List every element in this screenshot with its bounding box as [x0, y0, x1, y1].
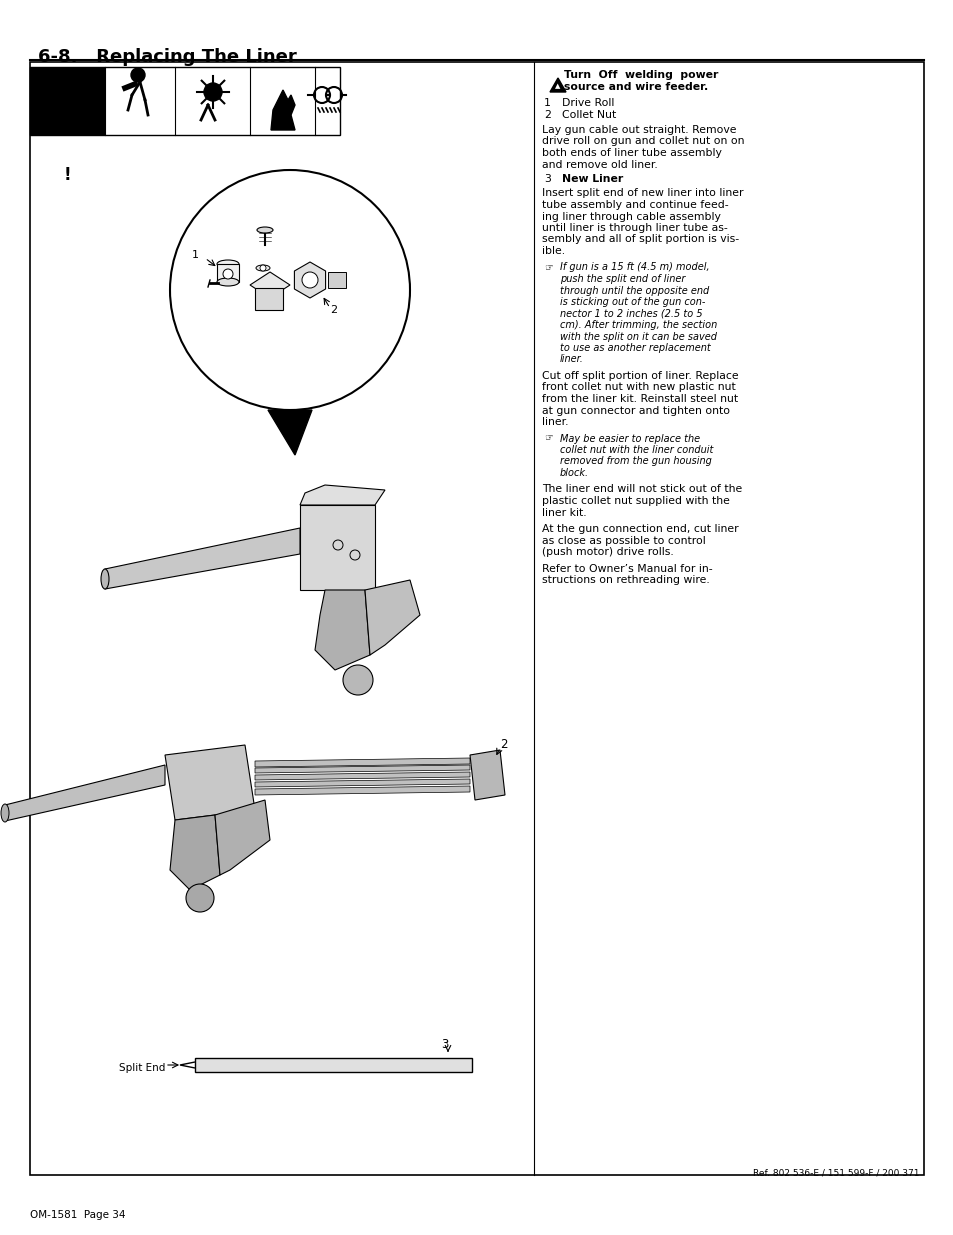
Text: !: ! [63, 165, 71, 184]
Ellipse shape [216, 261, 239, 268]
Text: ible.: ible. [541, 246, 564, 256]
Polygon shape [250, 272, 290, 298]
Ellipse shape [255, 266, 270, 270]
Text: OM-1581  Page 34: OM-1581 Page 34 [30, 1210, 126, 1220]
Text: ing liner through cable assembly: ing liner through cable assembly [541, 211, 720, 221]
Text: drive roll on gun and collet nut on on: drive roll on gun and collet nut on on [541, 137, 743, 147]
Polygon shape [271, 90, 294, 130]
Text: 3: 3 [543, 174, 550, 184]
Ellipse shape [256, 227, 273, 233]
Text: plastic collet nut supplied with the: plastic collet nut supplied with the [541, 496, 729, 506]
Text: liner.: liner. [541, 417, 568, 427]
Text: Refer to Owner’s Manual for in-: Refer to Owner’s Manual for in- [541, 563, 712, 573]
Ellipse shape [101, 569, 109, 589]
Text: ☞: ☞ [543, 263, 552, 273]
Text: Collet Nut: Collet Nut [561, 110, 616, 121]
Polygon shape [365, 580, 419, 655]
Circle shape [204, 83, 222, 101]
Text: Turn  Off  welding  power: Turn Off welding power [563, 70, 718, 80]
Ellipse shape [1, 804, 9, 823]
Polygon shape [550, 78, 565, 91]
Text: 2: 2 [543, 110, 550, 121]
Text: cm). After trimming, the section: cm). After trimming, the section [559, 320, 717, 330]
Polygon shape [170, 815, 220, 890]
Text: from the liner kit. Reinstall steel nut: from the liner kit. Reinstall steel nut [541, 394, 738, 404]
Polygon shape [314, 590, 370, 671]
Polygon shape [105, 529, 299, 589]
Polygon shape [38, 143, 96, 195]
Text: 6-8.   Replacing The Liner: 6-8. Replacing The Liner [38, 48, 296, 65]
Polygon shape [254, 764, 470, 773]
Text: block.: block. [559, 468, 589, 478]
Text: source and wire feeder.: source and wire feeder. [563, 82, 707, 91]
Circle shape [260, 266, 266, 270]
Text: as close as possible to control: as close as possible to control [541, 536, 705, 546]
Text: 2: 2 [499, 739, 507, 752]
Text: If gun is a 15 ft (4.5 m) model,: If gun is a 15 ft (4.5 m) model, [559, 263, 709, 273]
Text: At the gun connection end, cut liner: At the gun connection end, cut liner [541, 524, 738, 534]
Text: tube assembly and continue feed-: tube assembly and continue feed- [541, 200, 728, 210]
Text: 3: 3 [441, 1039, 448, 1051]
Text: structions on rethreading wire.: structions on rethreading wire. [541, 576, 709, 585]
Text: both ends of liner tube assembly: both ends of liner tube assembly [541, 148, 721, 158]
Text: liner.: liner. [559, 354, 583, 364]
Circle shape [131, 68, 145, 82]
Text: liner kit.: liner kit. [541, 508, 586, 517]
Polygon shape [5, 764, 165, 821]
Text: at gun connector and tighten onto: at gun connector and tighten onto [541, 405, 729, 415]
Text: front collet nut with new plastic nut: front collet nut with new plastic nut [541, 383, 735, 393]
Polygon shape [294, 262, 325, 298]
Polygon shape [254, 785, 470, 795]
Polygon shape [254, 772, 470, 781]
Bar [216, 264, 239, 282]
Text: nector 1 to 2 inches (2.5 to 5: nector 1 to 2 inches (2.5 to 5 [559, 309, 702, 319]
Text: until liner is through liner tube as-: until liner is through liner tube as- [541, 224, 727, 233]
Text: Drive Roll: Drive Roll [561, 98, 614, 107]
Text: and remove old liner.: and remove old liner. [541, 159, 657, 169]
Text: Split End: Split End [118, 1063, 165, 1073]
Polygon shape [268, 410, 312, 454]
Text: collet nut with the liner conduit: collet nut with the liner conduit [559, 445, 713, 454]
Circle shape [302, 272, 317, 288]
Text: New Liner: New Liner [561, 174, 622, 184]
Circle shape [223, 269, 233, 279]
Bar [328, 272, 346, 288]
Text: 1: 1 [543, 98, 550, 107]
Text: ☞: ☞ [543, 433, 552, 443]
Polygon shape [165, 745, 254, 820]
Circle shape [186, 884, 213, 911]
Text: with the split on it can be saved: with the split on it can be saved [559, 331, 717, 342]
Polygon shape [299, 505, 375, 590]
Text: push the split end of liner: push the split end of liner [559, 274, 684, 284]
Polygon shape [254, 779, 470, 787]
Polygon shape [214, 800, 270, 876]
Polygon shape [254, 758, 470, 767]
Bar [194, 1058, 472, 1072]
Ellipse shape [216, 278, 239, 287]
Text: Ref. 802 536-E / 151 599-F / 200 371: Ref. 802 536-E / 151 599-F / 200 371 [753, 1168, 919, 1177]
Text: Lay gun cable out straight. Remove: Lay gun cable out straight. Remove [541, 125, 736, 135]
Text: ▲: ▲ [555, 83, 560, 89]
Polygon shape [470, 750, 504, 800]
Bar [30, 67, 339, 135]
Text: through until the opposite end: through until the opposite end [559, 285, 708, 295]
Text: 1: 1 [192, 249, 198, 261]
Polygon shape [299, 485, 385, 505]
Circle shape [343, 664, 373, 695]
Text: to use as another replacement: to use as another replacement [559, 343, 710, 353]
Text: 2: 2 [330, 305, 336, 315]
Bar [254, 288, 283, 310]
Text: The liner end will not stick out of the: The liner end will not stick out of the [541, 484, 741, 494]
Text: removed from the gun housing: removed from the gun housing [559, 457, 711, 467]
Text: is sticking out of the gun con-: is sticking out of the gun con- [559, 296, 704, 308]
Text: sembly and all of split portion is vis-: sembly and all of split portion is vis- [541, 235, 739, 245]
Text: Insert split end of new liner into liner: Insert split end of new liner into liner [541, 189, 742, 199]
Text: May be easier to replace the: May be easier to replace the [559, 433, 700, 443]
Bar [30, 67, 105, 135]
Text: Cut off split portion of liner. Replace: Cut off split portion of liner. Replace [541, 370, 738, 382]
Text: (push motor) drive rolls.: (push motor) drive rolls. [541, 547, 673, 557]
